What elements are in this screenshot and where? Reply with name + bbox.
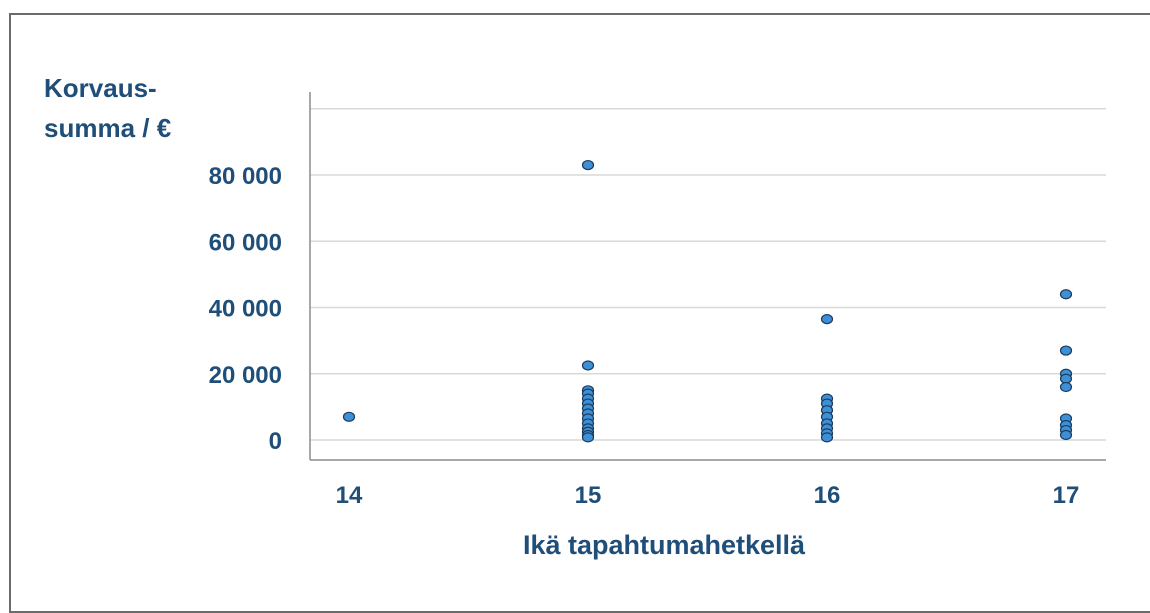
y-axis-label-line-1: Korvaus- — [44, 73, 157, 103]
y-tick-label: 40 000 — [209, 296, 282, 323]
data-point — [820, 432, 834, 443]
x-tick-label: 15 — [575, 482, 602, 509]
data-point — [581, 159, 595, 171]
y-tick-label: 80 000 — [209, 163, 282, 190]
x-tick-label: 16 — [814, 482, 841, 509]
data-point — [1059, 429, 1073, 441]
data-point — [581, 432, 595, 443]
data-point — [1059, 345, 1073, 356]
x-tick-label: 14 — [336, 482, 363, 509]
x-tick-labels: 14 15 16 17 — [336, 482, 1080, 509]
data-point — [581, 360, 595, 371]
data-point — [342, 411, 356, 422]
y-tick-label: 60 000 — [209, 229, 282, 256]
gridlines — [310, 108, 1106, 441]
y-tick-label: 20 000 — [209, 362, 282, 389]
data-points — [342, 159, 1073, 443]
axes — [309, 92, 1106, 461]
scatter-chart: 0 20 000 40 000 60 000 80 000 14 15 16 17 Ikä t… — [209, 92, 1106, 560]
y-axis-label: Korvaus- summa / € — [44, 68, 244, 148]
data-point — [820, 313, 834, 325]
data-point — [1059, 381, 1073, 393]
x-tick-label: 17 — [1053, 482, 1080, 509]
data-point — [1059, 373, 1073, 384]
y-tick-label: 0 — [269, 428, 282, 455]
data-point — [1059, 289, 1073, 300]
x-axis-label: Ikä tapahtumahetkellä — [523, 530, 806, 560]
y-axis-label-line-2: summa / € — [44, 113, 172, 143]
y-tick-labels: 0 20 000 40 000 60 000 80 000 — [209, 163, 282, 455]
